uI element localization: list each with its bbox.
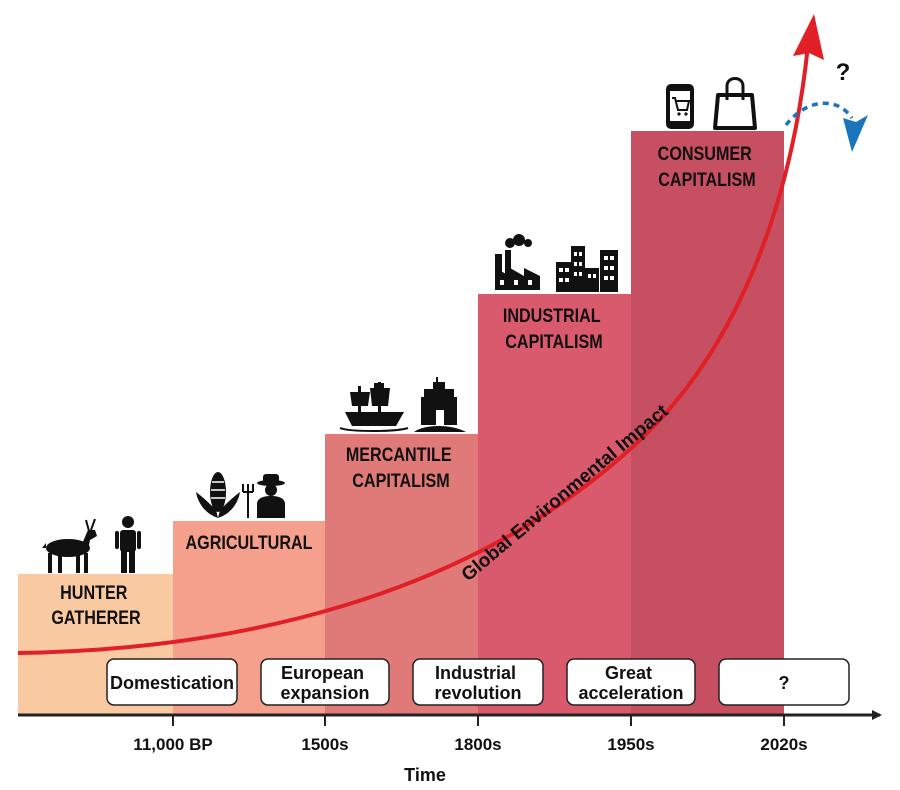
farmer-icon bbox=[242, 474, 285, 518]
impact-curve-line bbox=[17, 44, 810, 655]
event-box-industrial: Industrial revolution bbox=[412, 658, 544, 706]
alternative-path bbox=[784, 101, 868, 152]
stage-label-industrial: INDUSTRIAL CAPITALISM bbox=[503, 305, 605, 353]
event-box-unknown: ? bbox=[718, 658, 850, 706]
deer-icon bbox=[42, 518, 97, 573]
event-label-great: Great acceleration bbox=[578, 663, 683, 703]
corn-icon bbox=[196, 472, 240, 518]
shopping-bag-icon bbox=[713, 77, 757, 130]
factory-icon bbox=[495, 234, 540, 290]
event-box-domestication: Domestication bbox=[106, 658, 238, 706]
event-label-unknown: ? bbox=[779, 673, 790, 693]
buildings-icon bbox=[556, 246, 618, 292]
stage-block-industrial bbox=[478, 294, 631, 715]
castle-icon bbox=[414, 377, 466, 432]
stage-label-consumer: CONSUMER CAPITALISM bbox=[658, 143, 757, 191]
event-label-industrial: Industrial revolution bbox=[434, 663, 521, 703]
stage-label-mercantile: MERCANTILE CAPITALISM bbox=[346, 444, 456, 492]
alternative-path-arrowhead bbox=[843, 115, 868, 152]
event-label-domestication: Domestication bbox=[110, 673, 234, 693]
stage-label-hunter: HUNTER GATHERER bbox=[51, 582, 141, 629]
tick-label: 11,000 BP bbox=[133, 735, 212, 754]
tick-label: 1800s bbox=[454, 735, 501, 754]
tick-label: 1500s bbox=[301, 735, 348, 754]
future-question-mark: ? bbox=[836, 59, 851, 86]
stage-labels: HUNTER GATHERER AGRICULTURAL MERCANTILE … bbox=[51, 143, 757, 629]
ship-icon bbox=[339, 382, 409, 432]
phone-cart-icon bbox=[666, 84, 694, 129]
alternative-path-line bbox=[784, 101, 854, 127]
time-axis: 11,000 BP 1500s 1800s 1950s 2020s Time bbox=[18, 710, 882, 785]
tick-label: 2020s bbox=[760, 735, 807, 754]
event-boxes: Domestication European expansion Industr… bbox=[106, 658, 850, 706]
tick-label: 1950s bbox=[607, 735, 654, 754]
event-box-european: European expansion bbox=[260, 658, 390, 706]
event-label-european: European expansion bbox=[280, 663, 369, 703]
stage-label-agricultural: AGRICULTURAL bbox=[185, 532, 312, 554]
event-box-great: Great acceleration bbox=[566, 658, 696, 706]
axis-title: Time bbox=[404, 765, 446, 785]
person-icon bbox=[115, 516, 141, 573]
impact-curve-arrowhead bbox=[793, 14, 824, 60]
impact-curve bbox=[17, 14, 824, 655]
